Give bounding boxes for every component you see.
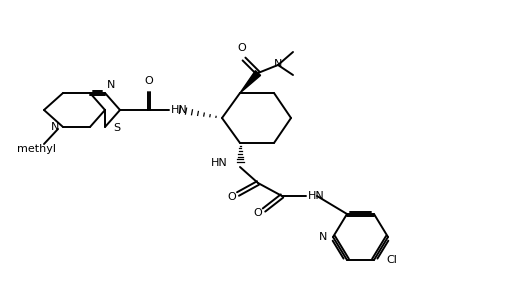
Text: N: N: [107, 80, 115, 90]
Text: O: O: [254, 208, 263, 218]
Text: methyl: methyl: [17, 144, 56, 154]
Text: N: N: [50, 122, 59, 132]
Polygon shape: [240, 71, 261, 93]
Text: O: O: [228, 192, 237, 202]
Text: O: O: [238, 43, 246, 53]
Text: HN: HN: [211, 158, 228, 168]
Text: O: O: [145, 76, 153, 86]
Text: S: S: [113, 123, 120, 133]
Text: HN: HN: [308, 191, 325, 201]
Text: HN: HN: [171, 105, 188, 115]
Text: N: N: [319, 232, 327, 242]
Text: Cl: Cl: [386, 255, 397, 265]
Text: N: N: [274, 59, 282, 69]
